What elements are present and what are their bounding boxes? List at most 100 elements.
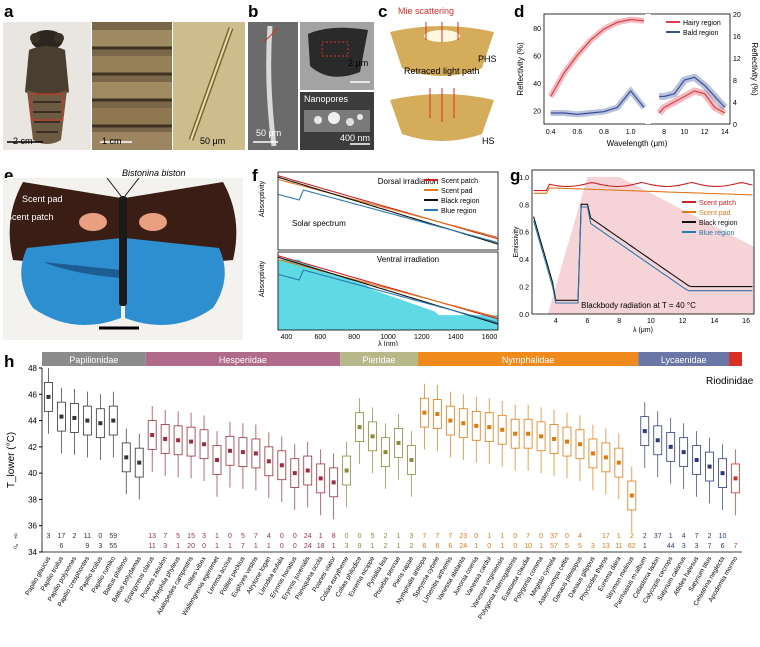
family-band [417,352,639,366]
y-tick-label: 46 [28,390,37,399]
female-count: 3 [202,533,206,540]
male-count: 3 [345,543,349,550]
x-tick-label: 1200 [414,334,430,341]
female-count: 7 [163,533,167,540]
male-count: 0 [293,543,297,550]
chart-h-tlower-boxplot: Papilionidae Hesperiidae Pieridae Nymphalid… [6,352,742,621]
male-count: 6 [422,543,426,550]
male-count: 24 [459,543,467,550]
family-band [42,352,146,366]
female-count: 2 [630,533,634,540]
box-mean [370,434,375,439]
series-line [658,90,726,114]
family-band [145,352,341,366]
hair-micrograph [173,22,245,150]
x-tick-label: 10 [681,129,689,136]
y-tick-label: 0.8 [519,202,529,209]
male-count: 7 [734,543,738,550]
x-tick-label: 400 [281,334,293,341]
female-count: 1 [397,533,401,540]
box-mean [565,439,569,444]
y-tick-label: 36 [28,522,37,531]
female-count: 2 [643,533,647,540]
y2-tick-label: 20 [733,12,741,19]
male-count: 3 [98,543,102,550]
box-mean [266,459,271,464]
female-count: 3 [47,533,51,540]
series-line [277,178,499,238]
x-tick-label: 600 [314,334,326,341]
male-count: 55 [109,543,117,550]
male-count: 0 [487,543,491,550]
y-tick-label: 0.2 [519,285,529,292]
sem-hair [248,22,298,150]
mie-scattering-label: Mie scattering [398,6,455,16]
female-count: 1 [215,533,219,540]
sem-cross-section [300,22,374,90]
female-count: 2 [72,533,76,540]
light-path-diagram [390,22,494,141]
male-count: 9 [85,543,89,550]
female-count: 59 [109,533,117,540]
scale-bar-2cm: 2 cm [13,136,33,146]
family-label: Lycaenidae [661,355,707,365]
panel-label-a: a [4,2,14,21]
female-count: 0 [474,533,478,540]
panel-label-c: c [378,2,388,21]
box-mean [733,476,738,481]
series-line [277,269,499,324]
title-ventral: Ventral irradiation [377,255,439,264]
phs-label: PHS [478,54,497,64]
female-count: 37 [654,533,662,540]
box-mean [176,438,181,443]
male-count: 1 [474,543,478,550]
female-count: 0 [280,533,284,540]
male-count: 62 [628,543,636,550]
box-mean [474,423,479,428]
box-mean [137,460,142,465]
box-mean [124,455,129,460]
male-count: 1 [254,543,258,550]
male-count: 1 [228,543,232,550]
male-count: 44 [667,543,675,550]
butterfly-illustration [3,178,243,340]
female-count: 15 [187,533,195,540]
legend-label: Hairy region [683,20,721,27]
male-count: 2 [409,543,413,550]
male-count: 1 [500,543,504,550]
box-mean [396,440,401,445]
box-mean [72,415,77,420]
male-count: 1 [215,543,219,550]
y2-tick-label: 8 [733,78,737,85]
scent-patch-label: Scent patch [6,212,54,222]
box-mean [435,412,440,416]
x-tick-label: 8 [662,129,666,136]
box-mean [98,421,103,426]
box-mean [461,421,466,426]
y-axis-label: T_lower (°C) [6,432,17,488]
y-tick-label: 80 [533,26,541,33]
box-mean [590,451,595,456]
series-band [550,86,647,118]
plot-frame [543,13,731,125]
female-count: 1 [669,533,673,540]
y-axis-label: Absorptivity [259,260,266,297]
female-count: 0 [345,533,349,540]
female-count: 7 [448,533,452,540]
box-mean [215,458,219,462]
female-count: 1 [319,533,323,540]
male-count: 9 [358,543,362,550]
legend-label: Black region [699,220,738,227]
series-line [277,258,499,318]
y2-tick-label: 0 [733,122,737,129]
hair-micrograph-photo [173,22,245,150]
male-count: 7 [708,543,712,550]
box-mean [655,438,660,443]
male-count: 6 [448,543,452,550]
series-line [277,189,499,244]
legend-label: Scent pad [699,210,731,217]
y-tick-label: 40 [533,81,541,88]
female-count: 8 [332,533,336,540]
x-tick-label: 12 [701,129,709,136]
box-mean [526,431,531,436]
